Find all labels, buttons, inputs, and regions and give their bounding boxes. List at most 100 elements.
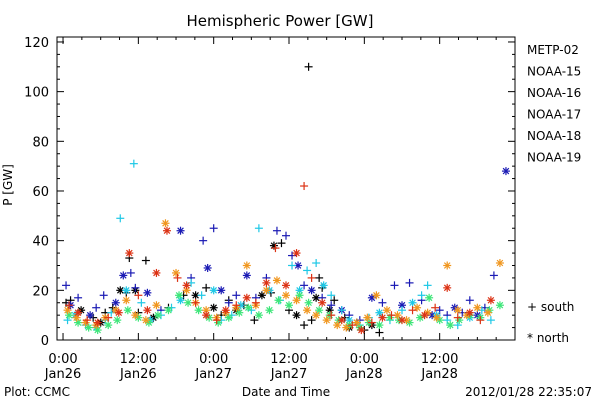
north-point	[125, 249, 134, 258]
south-point	[300, 281, 309, 290]
x-tick-label-date: Jan28	[420, 367, 458, 382]
legend-entry: NOAA-15	[527, 65, 581, 79]
footer-timestamp: 2012/01/28 22:35:07	[465, 385, 592, 399]
north-point	[272, 276, 281, 285]
north-point	[84, 323, 93, 332]
y-tick-label: 100	[24, 86, 49, 101]
y-tick-label: 120	[24, 36, 49, 51]
y-axis: 0 20 40 60 80 100 120	[24, 36, 515, 349]
north-point	[318, 298, 327, 307]
north-point	[63, 306, 72, 315]
south-point	[271, 244, 280, 253]
x-tick-label-time: 0:00	[350, 352, 379, 367]
south-point	[254, 224, 263, 233]
north-point	[285, 301, 294, 310]
south-point	[327, 301, 336, 310]
south-point	[367, 318, 376, 327]
south-point	[197, 291, 206, 300]
south-point	[300, 321, 309, 330]
north-point	[172, 268, 181, 277]
north-point	[131, 311, 140, 320]
south-point	[398, 306, 407, 315]
south-point	[92, 303, 101, 312]
north-point	[209, 303, 218, 312]
y-tick-label: 60	[32, 185, 49, 200]
chart-title: Hemispheric Power [GW]	[187, 12, 374, 30]
y-tick-label: 20	[32, 284, 49, 299]
south-point	[431, 303, 440, 312]
south-point	[423, 281, 432, 290]
north-point	[161, 219, 170, 228]
north-point	[184, 298, 193, 307]
south-point	[337, 306, 346, 315]
south-point	[303, 266, 312, 275]
north-point	[194, 306, 203, 315]
south-point	[465, 296, 474, 305]
north-point	[122, 286, 131, 295]
north-point	[425, 293, 434, 302]
north-point	[408, 298, 417, 307]
north-point	[443, 261, 452, 270]
south-point	[408, 306, 417, 315]
series-metp-02	[62, 62, 384, 337]
south-point	[375, 328, 384, 337]
south-point	[83, 316, 92, 325]
x-tick-label-date: Jan27	[270, 367, 308, 382]
north-point	[113, 316, 122, 325]
south-point	[209, 224, 218, 233]
south-point	[99, 291, 108, 300]
north-point	[152, 268, 161, 277]
south-point	[348, 321, 357, 330]
x-axis: 0:00Jan2612:00Jan260:00Jan2712:00Jan270:…	[44, 37, 497, 382]
north-point	[203, 263, 212, 272]
north-point	[382, 306, 391, 315]
north-point	[342, 323, 351, 332]
symbol-legend: + south * north	[527, 300, 574, 345]
south-point	[486, 316, 495, 325]
north-point	[182, 281, 191, 290]
north-point	[312, 311, 321, 320]
north-point	[217, 286, 226, 295]
north-point	[357, 326, 366, 335]
x-tick-label-time: 12:00	[120, 352, 157, 367]
x-tick-label-date: Jan26	[119, 367, 157, 382]
north-point	[443, 283, 452, 292]
north-point	[453, 306, 462, 315]
south-point	[126, 268, 135, 277]
north-point	[104, 321, 113, 330]
north-point	[322, 316, 331, 325]
south-point	[312, 259, 321, 268]
south-point	[250, 316, 259, 325]
north-point	[303, 306, 312, 315]
north-point	[152, 301, 161, 310]
north-point	[292, 311, 301, 320]
series-noaa-15	[62, 167, 510, 325]
north-point	[221, 306, 230, 315]
north-point	[446, 321, 455, 330]
x-tick-label-time: 12:00	[270, 352, 307, 367]
north-point	[495, 259, 504, 268]
south-point	[131, 283, 140, 292]
legend-entry: NOAA-18	[527, 129, 581, 143]
north-point	[162, 226, 171, 235]
north-point	[372, 291, 381, 300]
north-point	[242, 271, 251, 280]
north-point	[486, 296, 495, 305]
south-point	[141, 256, 150, 265]
series-noaa-16	[63, 159, 495, 332]
north-point	[363, 313, 372, 322]
north-point	[143, 288, 152, 297]
x-tick-label-date: Jan26	[44, 367, 82, 382]
x-tick-label-date: Jan28	[345, 367, 383, 382]
north-point	[375, 308, 384, 317]
south-point	[390, 281, 399, 290]
north-point	[235, 308, 244, 317]
y-axis-label: P [GW]	[1, 164, 15, 206]
south-point	[489, 271, 498, 280]
north-point	[254, 311, 263, 320]
north-point	[378, 313, 387, 322]
series-noaa-19	[65, 182, 495, 335]
south-point	[62, 281, 71, 290]
north-point	[501, 167, 510, 176]
south-point	[288, 261, 297, 270]
